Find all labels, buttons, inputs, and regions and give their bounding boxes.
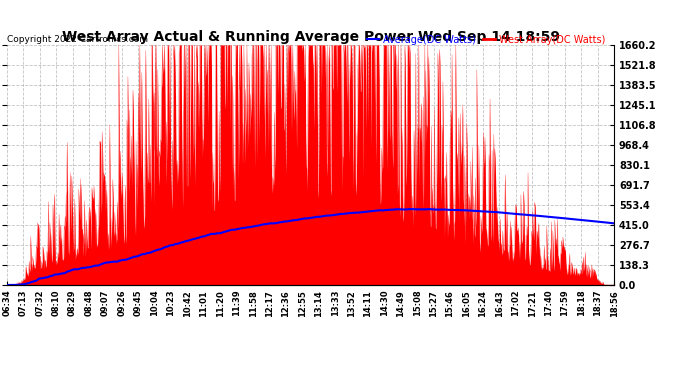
Title: West Array Actual & Running Average Power Wed Sep 14 18:59: West Array Actual & Running Average Powe… [61,30,560,44]
Text: Copyright 2022 Cartronics.com: Copyright 2022 Cartronics.com [7,35,148,44]
Legend: Average(DC Watts), West Array(DC Watts): Average(DC Watts), West Array(DC Watts) [364,31,609,48]
